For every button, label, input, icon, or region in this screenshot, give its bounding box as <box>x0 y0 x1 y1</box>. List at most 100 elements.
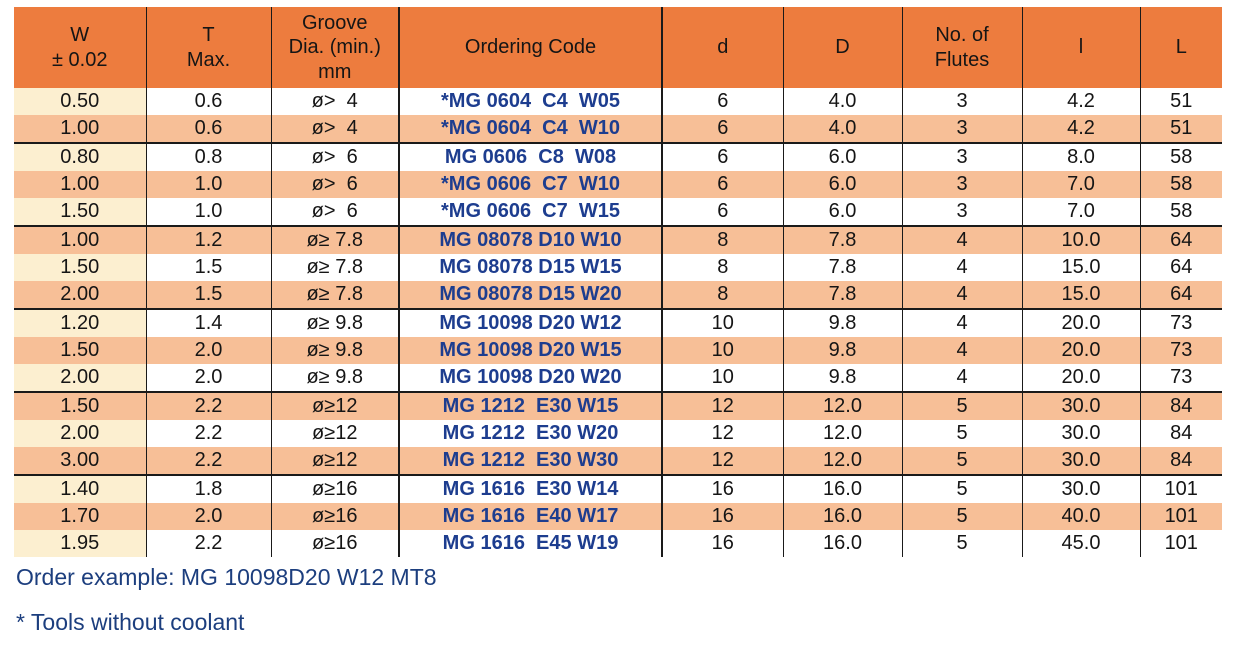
cutting-dia-cell: 4.0 <box>783 88 903 115</box>
column-header-d: d <box>662 7 784 88</box>
cutting-dia-cell: 4.0 <box>783 115 903 144</box>
width-cell: 1.95 <box>14 530 147 557</box>
cut-length-cell: 20.0 <box>1022 337 1141 364</box>
cutting-dia-cell: 12.0 <box>783 447 903 476</box>
specifications-table: W ± 0.02 T Max. Groove Dia. (min.) mm Or… <box>14 7 1222 557</box>
table-row: 1.00 0.6 ø> 4 *MG 0604 C4 W10 6 4.0 3 4.… <box>14 115 1222 144</box>
table-row: 1.95 2.2 ø≥16 MG 1616 E45 W19 16 16.0 5 … <box>14 530 1222 557</box>
groove-dia-cell: ø≥ 9.8 <box>271 337 400 364</box>
column-header-cut-length: l <box>1022 7 1141 88</box>
cutting-dia-cell: 6.0 <box>783 198 903 227</box>
column-header-groove-dia: Groove Dia. (min.) mm <box>271 7 400 88</box>
width-cell: 3.00 <box>14 447 147 476</box>
shank-dia-cell: 10 <box>662 337 784 364</box>
shank-dia-cell: 8 <box>662 254 784 281</box>
ordering-code-cell: MG 08078 D10 W10 <box>399 226 663 254</box>
ordering-code-cell: MG 0606 C8 W08 <box>399 143 663 171</box>
flutes-cell: 5 <box>902 447 1023 476</box>
table-row: 3.00 2.2 ø≥12 MG 1212 E30 W30 12 12.0 5 … <box>14 447 1222 476</box>
t-max-cell: 0.6 <box>146 115 272 144</box>
width-cell: 1.00 <box>14 226 147 254</box>
cutting-dia-cell: 7.8 <box>783 226 903 254</box>
ordering-code-cell: MG 1212 E30 W15 <box>399 392 663 420</box>
ordering-code-cell: *MG 0606 C7 W10 <box>399 171 663 198</box>
cutting-dia-cell: 9.8 <box>783 309 903 337</box>
cut-length-cell: 4.2 <box>1022 115 1141 144</box>
overall-length-cell: 73 <box>1140 364 1222 393</box>
shank-dia-cell: 10 <box>662 364 784 393</box>
shank-dia-cell: 6 <box>662 171 784 198</box>
cut-length-cell: 4.2 <box>1022 88 1141 115</box>
cut-length-cell: 15.0 <box>1022 281 1141 310</box>
cut-length-cell: 30.0 <box>1022 420 1141 447</box>
shank-dia-cell: 6 <box>662 198 784 227</box>
table-row: 1.40 1.8 ø≥16 MG 1616 E30 W14 16 16.0 5 … <box>14 475 1222 503</box>
overall-length-cell: 73 <box>1140 309 1222 337</box>
column-header-ordering-code: Ordering Code <box>399 7 663 88</box>
cut-length-cell: 20.0 <box>1022 364 1141 393</box>
shank-dia-cell: 6 <box>662 143 784 171</box>
width-cell: 1.50 <box>14 392 147 420</box>
ordering-code-cell: MG 10098 D20 W15 <box>399 337 663 364</box>
flutes-cell: 4 <box>902 226 1023 254</box>
flutes-cell: 5 <box>902 475 1023 503</box>
cutting-dia-cell: 6.0 <box>783 171 903 198</box>
overall-length-cell: 84 <box>1140 392 1222 420</box>
table-row: 1.70 2.0 ø≥16 MG 1616 E40 W17 16 16.0 5 … <box>14 503 1222 530</box>
ordering-code-cell: MG 1616 E45 W19 <box>399 530 663 557</box>
table-row: 1.50 2.0 ø≥ 9.8 MG 10098 D20 W15 10 9.8 … <box>14 337 1222 364</box>
t-max-cell: 1.4 <box>146 309 272 337</box>
groove-dia-cell: ø≥16 <box>271 530 400 557</box>
groove-dia-cell: ø≥16 <box>271 475 400 503</box>
t-max-cell: 2.2 <box>146 447 272 476</box>
flutes-cell: 3 <box>902 198 1023 227</box>
width-cell: 1.40 <box>14 475 147 503</box>
shank-dia-cell: 6 <box>662 88 784 115</box>
flutes-cell: 3 <box>902 171 1023 198</box>
table-row: 2.00 2.2 ø≥12 MG 1212 E30 W20 12 12.0 5 … <box>14 420 1222 447</box>
flutes-cell: 4 <box>902 281 1023 310</box>
flutes-cell: 5 <box>902 530 1023 557</box>
t-max-cell: 2.2 <box>146 420 272 447</box>
ordering-code-cell: MG 1616 E30 W14 <box>399 475 663 503</box>
table-row: 1.00 1.2 ø≥ 7.8 MG 08078 D10 W10 8 7.8 4… <box>14 226 1222 254</box>
ordering-code-cell: MG 1212 E30 W30 <box>399 447 663 476</box>
flutes-cell: 3 <box>902 88 1023 115</box>
cutting-dia-cell: 9.8 <box>783 337 903 364</box>
cutting-dia-cell: 16.0 <box>783 475 903 503</box>
table-row: 1.00 1.0 ø> 6 *MG 0606 C7 W10 6 6.0 3 7.… <box>14 171 1222 198</box>
ordering-code-cell: MG 10098 D20 W20 <box>399 364 663 393</box>
t-max-cell: 1.0 <box>146 171 272 198</box>
cut-length-cell: 20.0 <box>1022 309 1141 337</box>
column-header-t-max: T Max. <box>146 7 272 88</box>
table-row: 1.50 1.5 ø≥ 7.8 MG 08078 D15 W15 8 7.8 4… <box>14 254 1222 281</box>
ordering-code-cell: MG 08078 D15 W20 <box>399 281 663 310</box>
table-row: 0.50 0.6 ø> 4 *MG 0604 C4 W05 6 4.0 3 4.… <box>14 88 1222 115</box>
spec-table-body: 0.50 0.6 ø> 4 *MG 0604 C4 W05 6 4.0 3 4.… <box>14 88 1222 557</box>
overall-length-cell: 64 <box>1140 254 1222 281</box>
flutes-cell: 4 <box>902 309 1023 337</box>
width-cell: 2.00 <box>14 364 147 393</box>
cut-length-cell: 30.0 <box>1022 447 1141 476</box>
overall-length-cell: 51 <box>1140 115 1222 144</box>
t-max-cell: 2.0 <box>146 364 272 393</box>
shank-dia-cell: 16 <box>662 475 784 503</box>
table-row: 1.50 1.0 ø> 6 *MG 0606 C7 W15 6 6.0 3 7.… <box>14 198 1222 227</box>
groove-dia-cell: ø> 6 <box>271 171 400 198</box>
groove-dia-cell: ø≥ 7.8 <box>271 226 400 254</box>
flutes-cell: 5 <box>902 420 1023 447</box>
groove-dia-cell: ø≥12 <box>271 392 400 420</box>
width-cell: 1.00 <box>14 115 147 144</box>
width-cell: 2.00 <box>14 420 147 447</box>
flutes-cell: 5 <box>902 503 1023 530</box>
width-cell: 1.50 <box>14 337 147 364</box>
overall-length-cell: 64 <box>1140 281 1222 310</box>
order-example-text: Order example: MG 10098D20 W12 MT8 <box>16 564 437 590</box>
overall-length-cell: 58 <box>1140 143 1222 171</box>
cut-length-cell: 30.0 <box>1022 392 1141 420</box>
overall-length-cell: 73 <box>1140 337 1222 364</box>
flutes-cell: 4 <box>902 337 1023 364</box>
shank-dia-cell: 12 <box>662 392 784 420</box>
flutes-cell: 3 <box>902 143 1023 171</box>
cut-length-cell: 8.0 <box>1022 143 1141 171</box>
